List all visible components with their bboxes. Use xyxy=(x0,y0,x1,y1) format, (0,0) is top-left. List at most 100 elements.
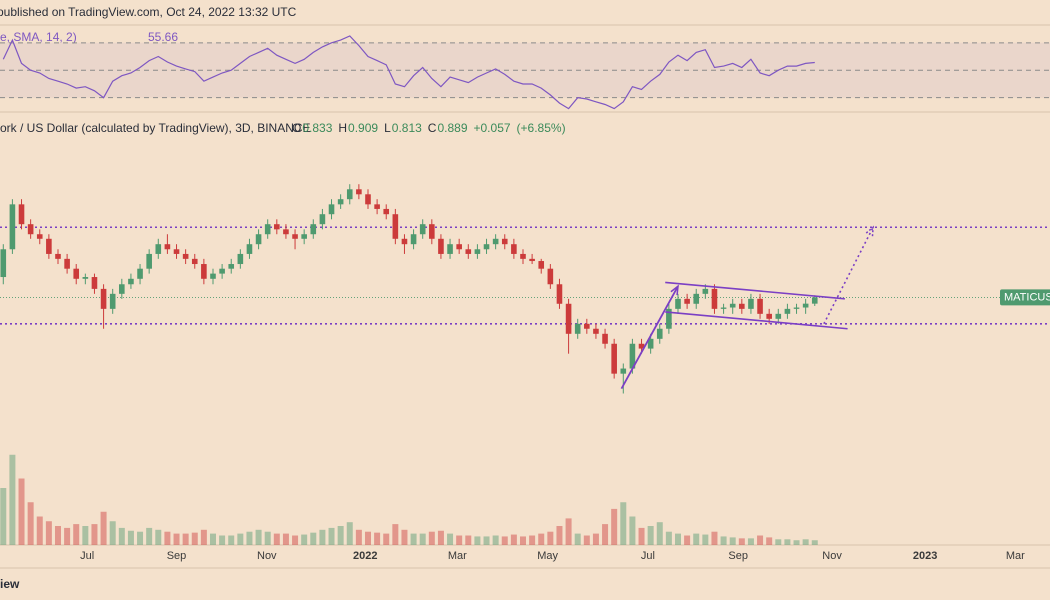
volume-bar xyxy=(447,533,454,545)
candle-body xyxy=(574,323,581,334)
volume-bar xyxy=(301,534,308,545)
x-tick-label: Nov xyxy=(822,550,842,562)
x-tick-label: Jul xyxy=(641,550,655,562)
volume-bar xyxy=(456,535,463,545)
candle-body xyxy=(511,244,517,254)
candle-body xyxy=(584,323,590,329)
candle-body xyxy=(109,293,116,309)
volume-bar xyxy=(155,529,162,545)
candle-body xyxy=(483,244,490,250)
volume-bar xyxy=(693,533,700,545)
volume-bar xyxy=(64,527,71,545)
volume-bar xyxy=(355,529,362,545)
candle-body xyxy=(739,303,745,309)
rsi-line xyxy=(2,35,815,110)
volume-bar xyxy=(638,527,645,545)
candle-body xyxy=(91,277,98,289)
candle-body xyxy=(492,238,499,245)
arrow-head xyxy=(865,225,874,237)
candle-body xyxy=(419,224,426,235)
candle-body xyxy=(246,244,253,254)
volume-bar xyxy=(264,531,271,545)
x-tick-label: May xyxy=(537,550,558,562)
candle-body xyxy=(520,253,526,259)
volume-bar xyxy=(565,518,572,545)
volume-bar xyxy=(310,532,317,545)
volume-bar xyxy=(474,536,481,545)
candle-body xyxy=(27,224,34,235)
candle-body xyxy=(274,224,280,230)
symbol-line: ork / US Dollar (calculated by TradingVi… xyxy=(0,121,311,135)
candle-body xyxy=(529,258,535,262)
candle-body xyxy=(392,214,399,239)
volume-bar xyxy=(592,533,599,545)
volume-bar xyxy=(775,539,782,545)
volume-bar xyxy=(702,534,709,545)
candle-body xyxy=(36,234,43,239)
candle-body xyxy=(565,303,572,334)
volume-bar xyxy=(529,535,536,545)
candle-body xyxy=(191,258,198,265)
volume-bar xyxy=(374,532,381,545)
change-percent: (+6.85%) xyxy=(517,121,566,135)
candle-body xyxy=(164,244,171,250)
published-note: published on TradingView.com, Oct 24, 20… xyxy=(0,5,297,19)
candle-body xyxy=(310,224,317,235)
volume-bar xyxy=(629,516,636,545)
x-tick-label: 2022 xyxy=(353,550,377,562)
candle-body xyxy=(447,244,453,254)
candle-body xyxy=(429,224,435,239)
candle-body xyxy=(137,268,143,279)
volume-bar xyxy=(583,535,590,545)
volume-bar xyxy=(611,508,618,545)
candle-body xyxy=(593,328,599,334)
volume-bar xyxy=(127,530,134,545)
volume-bar xyxy=(219,535,226,545)
volume-bar xyxy=(501,536,508,545)
candle-body xyxy=(602,333,608,344)
volume-bar xyxy=(766,537,773,545)
volume-bar xyxy=(346,522,353,545)
volume-bar xyxy=(757,535,764,545)
ohlc-label: C xyxy=(428,121,437,135)
volume-bar xyxy=(392,524,399,545)
candle-body xyxy=(18,204,25,225)
candle-body xyxy=(219,268,225,274)
candle-body xyxy=(346,189,353,200)
candle-body xyxy=(237,253,244,265)
volume-bar xyxy=(811,540,818,545)
footer-logo: iew xyxy=(0,577,20,591)
candle-body xyxy=(119,284,125,294)
candle-body xyxy=(173,249,180,254)
candle-body xyxy=(556,284,563,304)
candle-body xyxy=(146,253,152,269)
volume-bar xyxy=(492,535,499,545)
volume-bar xyxy=(45,521,52,545)
volume-bar xyxy=(684,535,691,545)
volume-bar xyxy=(602,524,609,545)
symbol-label: MATICUSD xyxy=(1004,291,1050,303)
candle-body xyxy=(620,368,627,374)
candle-body xyxy=(638,343,645,349)
candle-body xyxy=(337,199,344,205)
volume-bar xyxy=(556,526,563,545)
volume-bar xyxy=(674,533,681,545)
ohlc-value: 0.909 xyxy=(348,121,378,135)
volume-bar xyxy=(720,536,727,545)
volume-bar xyxy=(91,524,98,545)
candle-body xyxy=(784,308,791,314)
candle-body xyxy=(228,264,235,269)
candle-body xyxy=(456,244,462,250)
candle-body xyxy=(766,313,772,319)
volume-bar xyxy=(328,527,335,545)
volume-bar xyxy=(711,531,718,545)
candle-body xyxy=(374,204,380,209)
candle-body xyxy=(666,308,672,329)
candle-body xyxy=(301,234,307,239)
candle-body xyxy=(283,229,289,235)
candle-body xyxy=(356,189,362,195)
candle-body xyxy=(319,214,326,225)
volume-bar xyxy=(118,527,125,545)
candle-body xyxy=(64,258,70,269)
